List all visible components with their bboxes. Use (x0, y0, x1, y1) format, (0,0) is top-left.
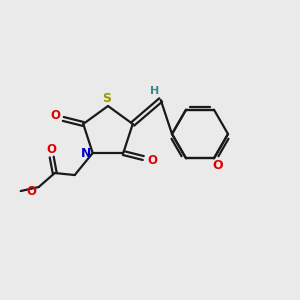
Text: S: S (103, 92, 112, 106)
Text: O: O (47, 142, 57, 155)
Text: O: O (213, 159, 223, 172)
Text: O: O (147, 154, 157, 166)
Text: H: H (150, 86, 159, 96)
Text: O: O (27, 184, 37, 197)
Text: N: N (80, 146, 91, 160)
Text: O: O (50, 110, 60, 122)
